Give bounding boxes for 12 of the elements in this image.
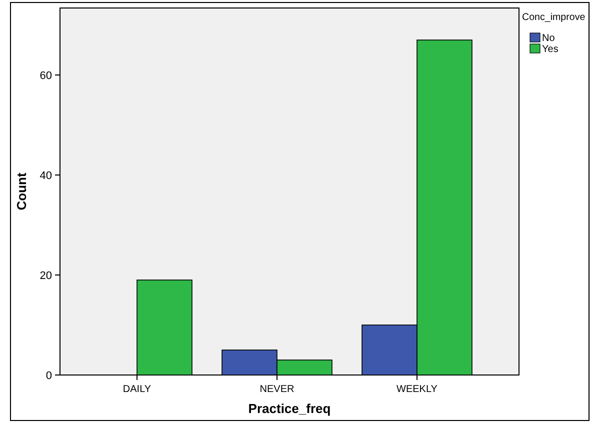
legend-label: Yes (542, 44, 558, 55)
y-axis-title: Count (14, 172, 29, 210)
y-tick-label: 20 (40, 270, 52, 282)
x-tick-label: NEVER (260, 384, 294, 395)
y-tick-label: 40 (40, 170, 52, 182)
x-axis-title: Practice_freq (248, 401, 331, 416)
y-tick-label: 60 (40, 70, 52, 82)
legend-title: Conc_improve (522, 12, 586, 23)
legend-label: No (542, 33, 556, 44)
x-tick-label: DAILY (122, 384, 152, 395)
y-tick-label: 0 (46, 370, 52, 382)
x-tick-label: WEEKLY (396, 384, 438, 395)
